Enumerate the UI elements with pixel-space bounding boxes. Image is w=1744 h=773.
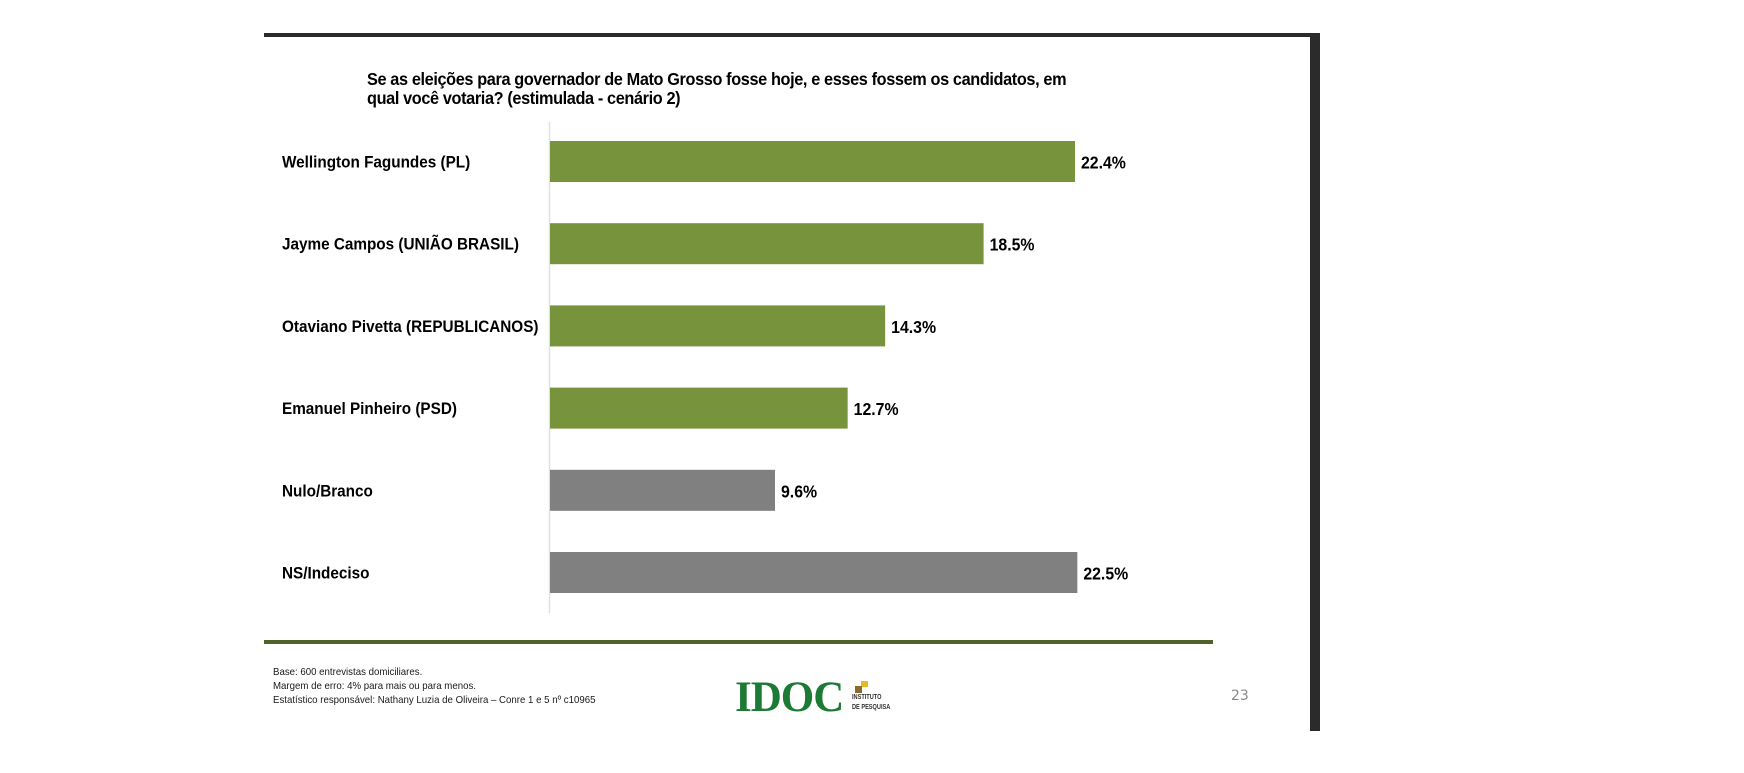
logo-wordmark: IDOC bbox=[735, 674, 844, 721]
category-label: Jayme Campos (UNIÃO BRASIL) bbox=[282, 233, 519, 254]
category-label: Nulo/Branco bbox=[282, 482, 373, 501]
footer-base-note: Base: 600 entrevistas domiciliares. bbox=[273, 666, 423, 678]
value-label: 9.6% bbox=[781, 481, 817, 501]
logo-square-brown-icon bbox=[855, 686, 862, 693]
logo-square-gold-icon bbox=[861, 681, 868, 687]
page-number: 23 bbox=[1231, 688, 1249, 704]
slide-right-border bbox=[1310, 33, 1320, 731]
category-labels-group: Wellington Fagundes (PL) Jayme Campos (UN… bbox=[282, 153, 538, 583]
bar bbox=[550, 305, 886, 347]
category-label: Otaviano Pivetta (REPUBLICANOS) bbox=[282, 317, 538, 336]
chart-title: Se as eleições para governador de Mato G… bbox=[367, 69, 1067, 108]
value-labels-group: 22.4% 18.5% 14.3% 12.7% 9.6% 22.5% bbox=[781, 153, 1128, 584]
value-label: 22.5% bbox=[1083, 564, 1128, 584]
bars-group bbox=[550, 141, 1078, 593]
footer-rule bbox=[264, 640, 1213, 644]
bar bbox=[550, 223, 984, 265]
logo-sub-line1: INSTITUTO bbox=[852, 694, 882, 701]
value-label: 22.4% bbox=[1081, 153, 1126, 173]
footer-notes: Base: 600 entrevistas domiciliares. Marg… bbox=[273, 665, 596, 707]
category-label: Wellington Fagundes (PL) bbox=[282, 153, 470, 172]
footer-statistician-note: Estatístico responsável: Nathany Luzia d… bbox=[273, 694, 596, 706]
value-label: 18.5% bbox=[990, 235, 1035, 255]
logo-sub-line2: DE PESQUISA bbox=[852, 704, 891, 711]
bar bbox=[550, 552, 1078, 593]
category-label: Emanuel Pinheiro (PSD) bbox=[282, 399, 457, 418]
value-label: 14.3% bbox=[891, 317, 936, 337]
value-label: 12.7% bbox=[854, 399, 899, 419]
bar bbox=[550, 387, 848, 429]
slide-top-border bbox=[264, 33, 1320, 37]
bar bbox=[550, 141, 1075, 182]
bar bbox=[550, 469, 775, 511]
logo-subtitle: INSTITUTO DE PESQUISA bbox=[852, 693, 890, 713]
footer-margin-note: Margem de erro: 4% para mais ou para men… bbox=[273, 680, 476, 692]
category-label: NS/Indeciso bbox=[282, 564, 370, 583]
idoc-logo: IDOC INSTITUTO DE PESQUISA bbox=[735, 675, 895, 720]
